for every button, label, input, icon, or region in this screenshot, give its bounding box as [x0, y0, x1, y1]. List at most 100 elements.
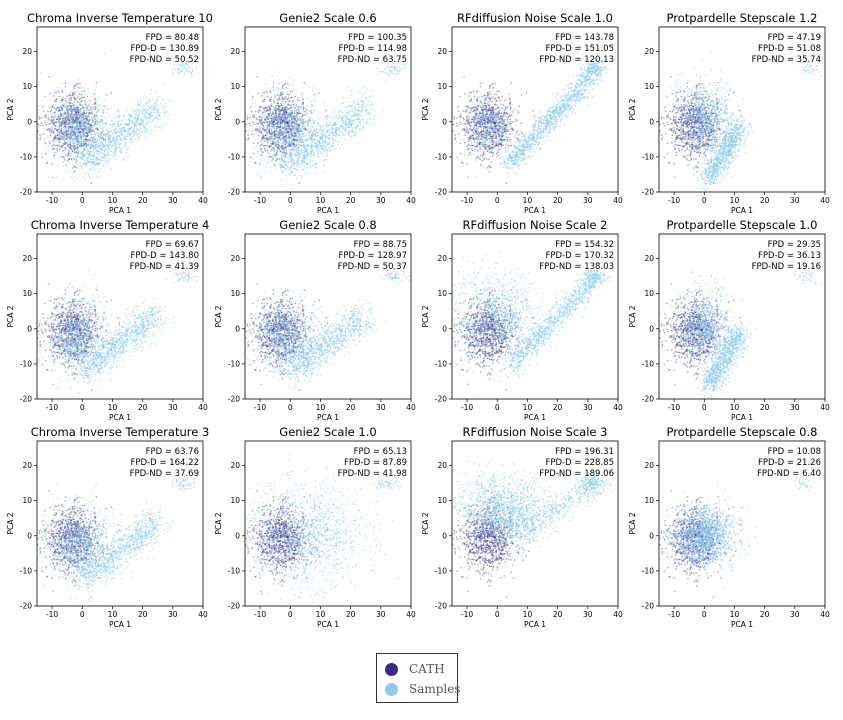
sample-point — [301, 127, 303, 130]
sample-point — [287, 114, 290, 117]
cath-point — [86, 133, 89, 135]
sample-point — [169, 62, 172, 65]
sample-point — [76, 146, 78, 149]
sample-point — [54, 133, 56, 135]
sample-point — [113, 118, 115, 120]
sample-point — [39, 124, 41, 127]
sample-point — [102, 156, 104, 159]
sample-point — [370, 108, 372, 110]
sample-point — [92, 157, 95, 159]
sample-point — [286, 127, 289, 130]
sample-point — [115, 132, 118, 134]
sample-point — [296, 141, 298, 143]
sample-point — [304, 140, 306, 143]
cath-point — [94, 99, 96, 101]
x-axis-label: PCA 1 — [109, 206, 131, 215]
sample-point — [119, 138, 121, 141]
cath-point — [277, 101, 279, 104]
sample-point — [309, 127, 311, 130]
sample-point — [109, 123, 111, 126]
sample-point — [283, 143, 286, 146]
sample-point — [162, 106, 165, 108]
sample-point — [276, 94, 278, 96]
sample-point — [105, 112, 108, 114]
sample-point — [332, 112, 335, 114]
sample-point — [104, 139, 107, 142]
sample-point — [78, 123, 80, 125]
sample-point — [50, 121, 52, 124]
sample-point — [97, 132, 100, 134]
sample-point — [283, 118, 285, 121]
cath-point — [279, 94, 281, 97]
sample-point — [146, 127, 148, 129]
sample-point — [84, 135, 87, 138]
cath-point — [253, 123, 255, 126]
sample-point — [308, 122, 311, 125]
sample-point — [321, 126, 324, 128]
cath-point — [260, 119, 262, 122]
sample-point — [133, 133, 135, 135]
cath-point — [54, 128, 56, 131]
cath-point — [262, 138, 264, 140]
cath-point — [289, 143, 291, 146]
sample-point — [140, 145, 143, 148]
sample-point — [301, 130, 303, 133]
sample-point — [103, 105, 105, 108]
sample-point — [309, 120, 311, 123]
sample-point — [152, 119, 154, 121]
cath-point — [256, 141, 259, 144]
sample-point — [49, 132, 52, 134]
sample-point — [260, 110, 262, 112]
cath-point — [67, 155, 69, 157]
y-tick-label: 0 — [27, 117, 32, 126]
sample-point — [153, 108, 156, 111]
cath-point — [281, 96, 283, 98]
sample-point — [76, 177, 78, 179]
sample-point — [135, 124, 138, 127]
sample-point — [84, 161, 86, 163]
cath-point — [94, 103, 96, 106]
cath-point — [102, 109, 104, 112]
sample-point — [71, 141, 74, 143]
sample-point — [280, 127, 283, 130]
sample-point — [242, 84, 244, 86]
cath-point — [105, 122, 107, 124]
sample-point — [69, 135, 72, 137]
sample-point — [286, 82, 289, 85]
sample-point — [291, 127, 294, 130]
cath-point — [282, 93, 284, 96]
cath-point — [281, 106, 284, 109]
sample-point — [59, 125, 61, 127]
sample-point — [267, 104, 269, 107]
sample-point — [85, 164, 88, 167]
sample-point — [303, 125, 306, 128]
sample-point — [99, 151, 102, 153]
cath-point — [256, 75, 258, 78]
sample-point — [118, 150, 121, 152]
cath-point — [288, 145, 291, 148]
cath-point — [51, 127, 53, 129]
sample-point — [189, 67, 192, 69]
sample-point — [297, 96, 300, 99]
cath-point — [302, 102, 305, 105]
sample-point — [313, 109, 315, 111]
sample-point — [96, 123, 98, 126]
sample-point — [84, 114, 86, 117]
sample-point — [61, 152, 63, 155]
sample-point — [83, 147, 85, 149]
cath-point — [52, 143, 55, 146]
cath-point — [58, 95, 61, 98]
sample-point — [88, 168, 90, 171]
sample-point — [296, 105, 299, 108]
sample-point — [56, 139, 58, 142]
sample-point — [295, 138, 298, 140]
sample-point — [180, 66, 182, 69]
sample-point — [259, 149, 261, 151]
sample-point — [285, 150, 288, 153]
sample-point — [155, 116, 158, 119]
sample-point — [273, 89, 275, 92]
cath-point — [90, 124, 93, 127]
cath-point — [293, 103, 295, 105]
cath-point — [69, 94, 71, 96]
sample-point — [311, 125, 314, 127]
